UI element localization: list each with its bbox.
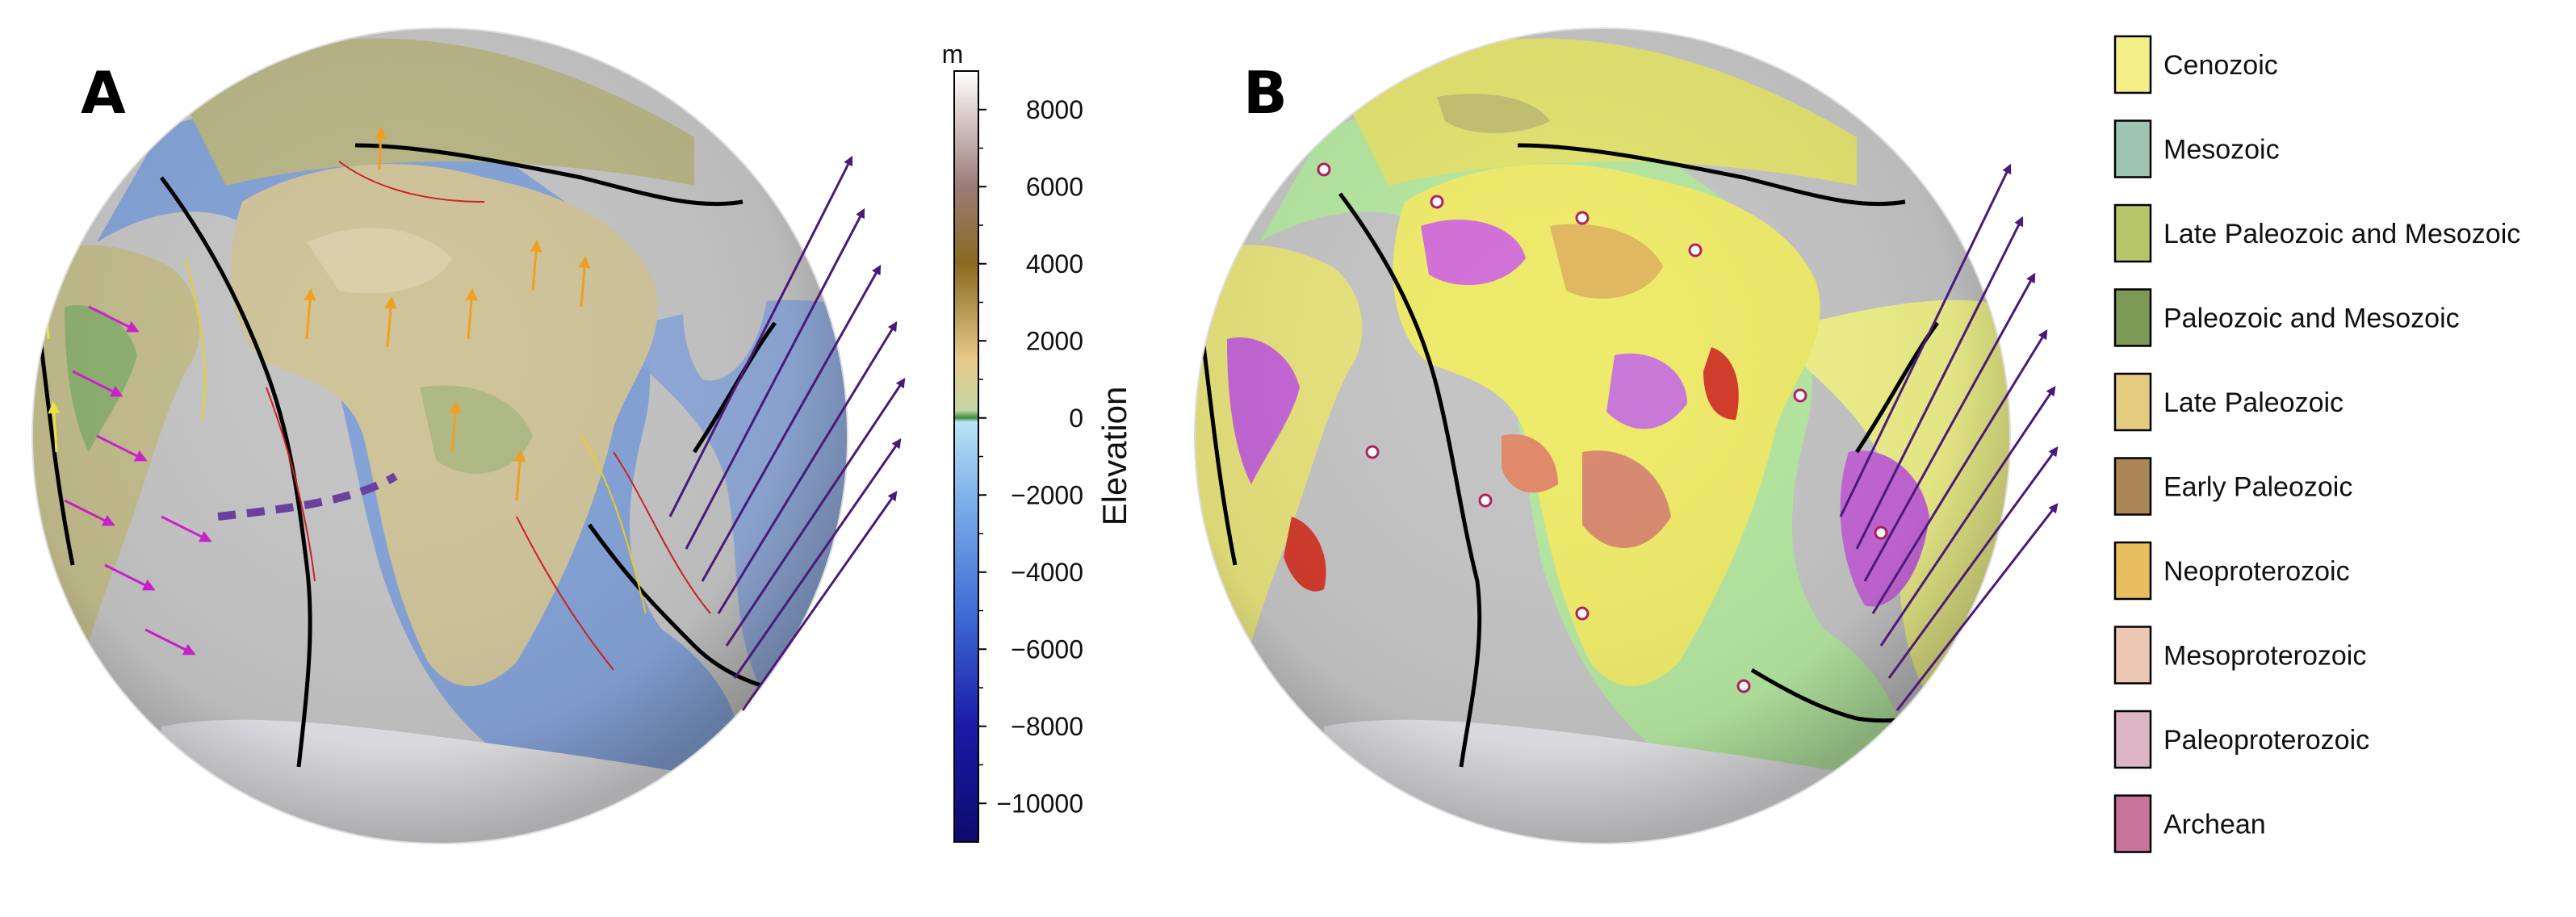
colorbar-tick-label: 4000: [1026, 249, 1083, 278]
legend-label: Early Paleozoic: [2163, 472, 2352, 503]
colorbar-tick-label: 6000: [1026, 172, 1083, 201]
legend-label: Mesoproterozoic: [2163, 641, 2366, 672]
age-legend: Cenozoic Mesozoic Late Paleozoic and Mesoz…: [2113, 35, 2520, 853]
legend-swatch: [2113, 626, 2152, 685]
legend-swatch: [2113, 119, 2152, 178]
legend-label: Paleozoic and Mesozoic: [2163, 304, 2460, 334]
legend-swatch: [2113, 541, 2152, 601]
legend-label: Paleoproterozoic: [2163, 725, 2369, 756]
colorbar-tick-label: 8000: [1026, 95, 1083, 124]
colorbar-gradient: [953, 70, 979, 843]
colorbar-tick-label: −6000: [1011, 634, 1083, 664]
colorbar-tick-label: −4000: [1011, 558, 1083, 587]
colorbar-tick-label: −10000: [996, 789, 1083, 818]
legend-label: Archean: [2163, 810, 2266, 840]
legend-swatch: [2113, 372, 2152, 432]
legend-swatch: [2113, 457, 2152, 516]
legend-label: Late Paleozoic and Mesozoic: [2163, 219, 2520, 249]
colorbar-unit: m: [942, 40, 964, 69]
legend-label: Late Paleozoic: [2163, 387, 2344, 418]
colorbar-tick-label: 2000: [1026, 326, 1083, 355]
globe-b: B: [1194, 27, 2059, 844]
panel-a-label: A: [81, 59, 126, 127]
elevation-colorbar: m 8000 6000 4000 2000 0 −2000 −4000 −6000 −8000 −…: [942, 40, 1133, 843]
globe-a: A: [31, 27, 906, 844]
legend-swatch: [2113, 203, 2152, 263]
globe-b-outer-arrows: [1839, 163, 2059, 711]
legend-label: Cenozoic: [2163, 50, 2278, 81]
legend-label: Neoproterozoic: [2163, 556, 2350, 587]
legend-swatch: [2113, 35, 2152, 94]
legend-swatch: [2113, 288, 2152, 347]
globe-a-outer-arrows: [668, 155, 906, 711]
colorbar-tick-label: −8000: [1011, 712, 1083, 741]
colorbar-tick-label: −2000: [1011, 480, 1083, 509]
legend-label: Mesozoic: [2163, 135, 2280, 165]
legend-swatch: [2113, 794, 2152, 853]
legend-swatch: [2113, 710, 2152, 769]
colorbar-tick-label: 0: [1069, 404, 1083, 433]
panel-b-label: B: [1243, 59, 1288, 127]
colorbar-title: Elevation: [1095, 387, 1133, 526]
colorbar-ticks: 8000 6000 4000 2000 0 −2000 −4000 −6000 −8000 −10…: [978, 95, 1083, 818]
